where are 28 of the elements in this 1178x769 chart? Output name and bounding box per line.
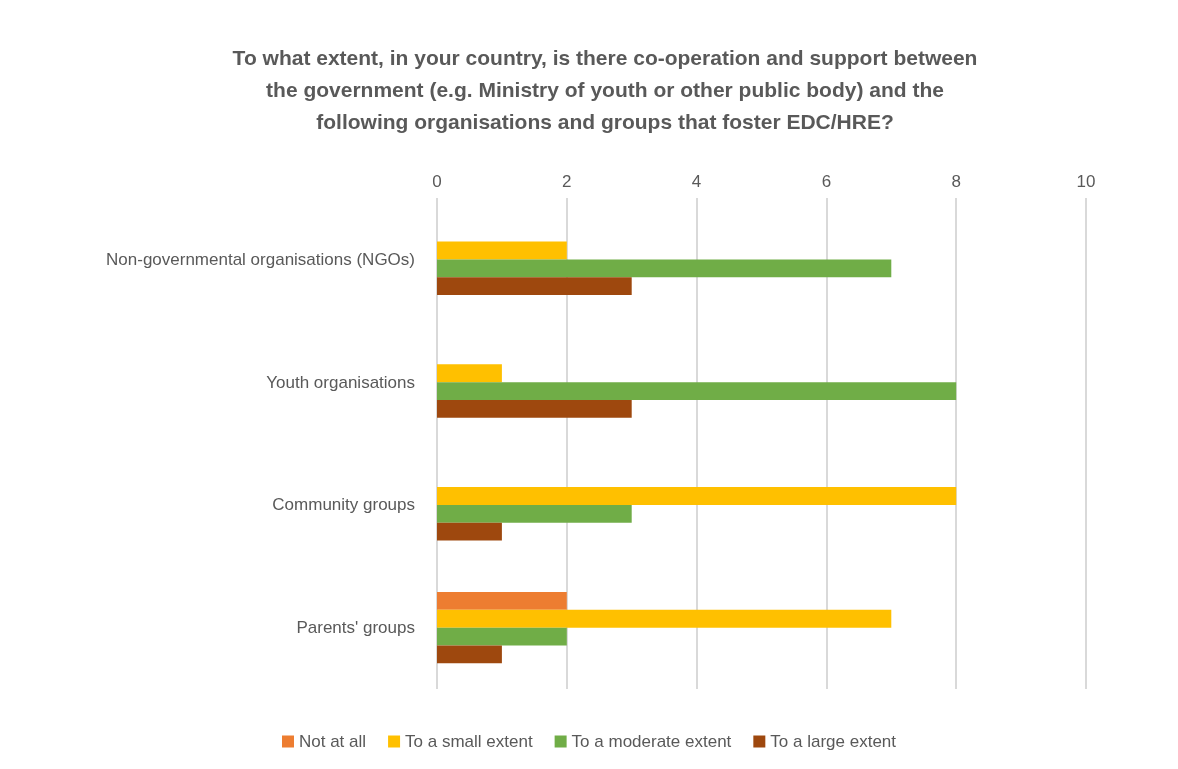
- bar: [437, 627, 567, 646]
- bar: [437, 645, 502, 664]
- bar: [437, 241, 567, 260]
- chart-title: To what extent, in your country, is there co-operation and support between the government (e.g. Ministry of youth or other public body) and the following organisations and groups that foster EDC/HRE?: [232, 45, 978, 133]
- y-tick-label: Parents' groups: [296, 618, 415, 638]
- bar: [437, 382, 957, 400]
- x-tick-label: 6: [821, 172, 832, 191]
- x-tick-label: 2: [562, 172, 572, 191]
- bar: [437, 592, 567, 610]
- legend-label: To a large extent: [770, 732, 897, 751]
- y-tick-label: Non-governmental organisations (NGOs): [106, 249, 415, 269]
- bar: [437, 364, 502, 383]
- bar: [437, 504, 632, 523]
- bar: [437, 277, 632, 295]
- y-tick-label: Youth organisations: [266, 372, 415, 392]
- bar: [437, 609, 892, 628]
- x-tick-label: 8: [951, 172, 961, 191]
- bar: [437, 522, 502, 541]
- legend-label: Not at all: [298, 732, 367, 751]
- bar: [437, 487, 957, 505]
- x-tick-label: 10: [1076, 172, 1096, 191]
- legend-label: To a small extent: [405, 732, 533, 751]
- legend-label: To a moderate extent: [571, 732, 732, 751]
- x-tick-label: 4: [691, 172, 702, 191]
- x-tick-label: 0: [432, 172, 442, 191]
- bar: [437, 259, 892, 278]
- bar: [437, 399, 632, 418]
- y-tick-label: Community groups: [272, 495, 415, 515]
